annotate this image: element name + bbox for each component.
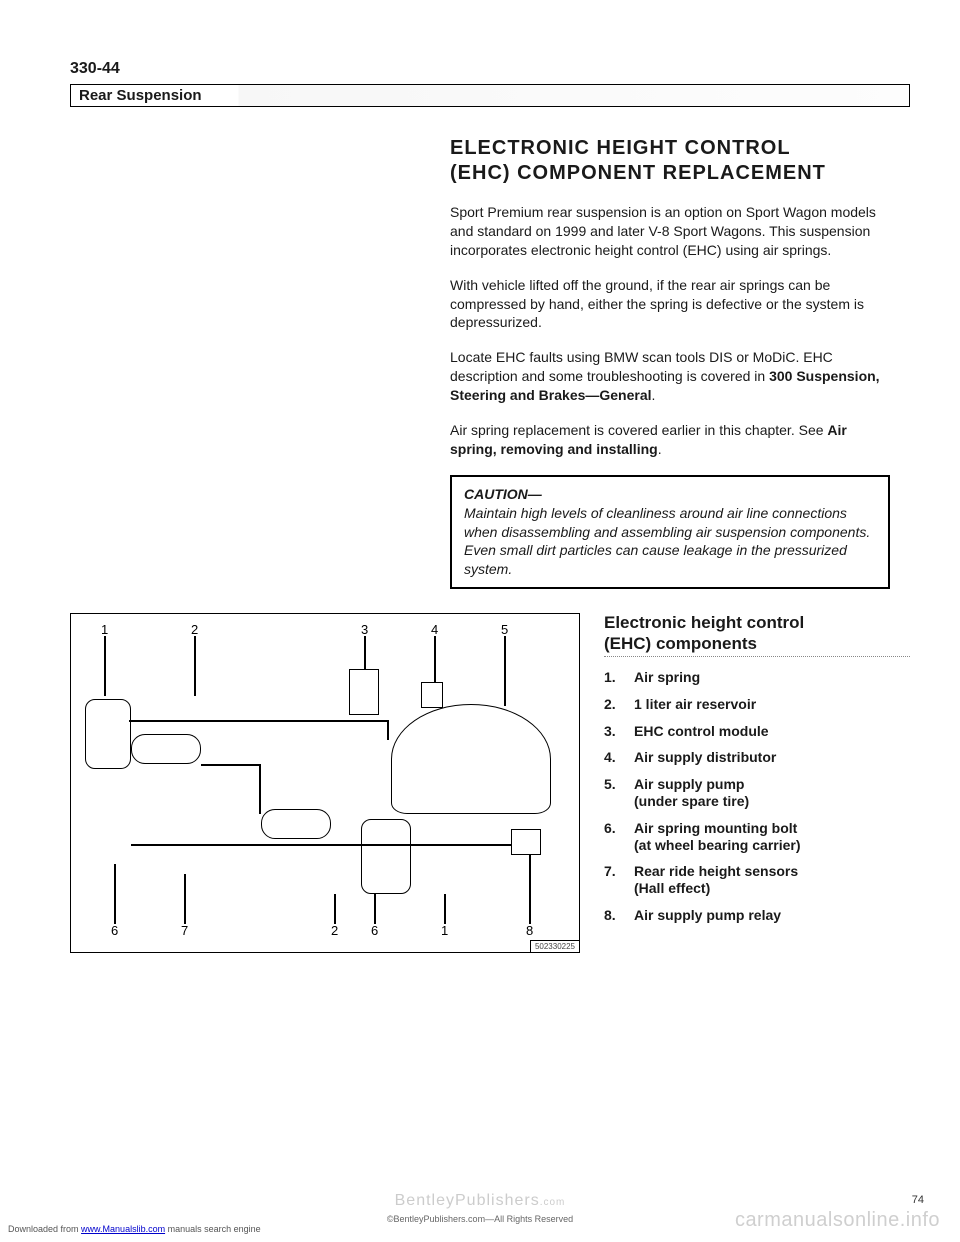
heading-line-2: (EHC) COMPONENT REPLACEMENT	[450, 162, 890, 185]
subhead-line2: (EHC) components	[604, 634, 757, 653]
item-number: 7.	[604, 863, 620, 897]
list-item: 2. 1 liter air reservoir	[604, 696, 910, 713]
caution-body: Maintain high levels of cleanliness arou…	[464, 505, 870, 578]
callout-bot-7: 7	[181, 923, 188, 938]
heading-line-1: ELECTRONIC HEIGHT CONTROL	[450, 137, 890, 160]
list-item: 4. Air supply distributor	[604, 749, 910, 766]
paragraph-2: With vehicle lifted off the ground, if t…	[450, 276, 890, 333]
callout-top-5: 5	[501, 622, 508, 637]
list-item: 8. Air supply pump relay	[604, 907, 910, 924]
callout-top-4: 4	[431, 622, 438, 637]
callout-bot-6: 6	[111, 923, 118, 938]
callout-bot-8: 8	[526, 923, 533, 938]
callout-top-3: 3	[361, 622, 368, 637]
download-link[interactable]: www.Manualslib.com	[81, 1224, 165, 1234]
list-item: 5. Air supply pump(under spare tire)	[604, 776, 910, 810]
list-item: 3. EHC control module	[604, 723, 910, 740]
components-column: Electronic height control (EHC) componen…	[604, 613, 910, 934]
para4-text-a: Air spring replacement is covered earlie…	[450, 422, 827, 438]
paragraph-3: Locate EHC faults using BMW scan tools D…	[450, 348, 890, 405]
lower-section: 1 2 3 4 5 6 7 2 6 1 8	[70, 613, 910, 953]
components-heading: Electronic height control (EHC) componen…	[604, 613, 910, 657]
paragraph-4: Air spring replacement is covered earlie…	[450, 421, 890, 459]
item-text: Air supply distributor	[634, 749, 776, 766]
list-item: 6. Air spring mounting bolt(at wheel bear…	[604, 820, 910, 854]
download-post: manuals search engine	[165, 1224, 261, 1234]
item-number: 3.	[604, 723, 620, 740]
download-line: Downloaded from www.Manualslib.com manua…	[8, 1224, 261, 1234]
main-text-column: ELECTRONIC HEIGHT CONTROL (EHC) COMPONEN…	[450, 137, 890, 589]
item-number: 4.	[604, 749, 620, 766]
section-title-bar: Rear Suspension	[70, 84, 910, 107]
item-text: 1 liter air reservoir	[634, 696, 756, 713]
item-number: 8.	[604, 907, 620, 924]
download-pre: Downloaded from	[8, 1224, 81, 1234]
item-number: 2.	[604, 696, 620, 713]
list-item: 7. Rear ride height sensors(Hall effect)	[604, 863, 910, 897]
item-text: Air supply pump relay	[634, 907, 781, 924]
item-text: Rear ride height sensors	[634, 863, 798, 879]
callout-bot-6b: 6	[371, 923, 378, 938]
item-sub: (Hall effect)	[634, 880, 798, 897]
diagram-id: 502330225	[530, 940, 579, 952]
item-text: Air spring mounting bolt	[634, 820, 797, 836]
ehc-components-diagram: 1 2 3 4 5 6 7 2 6 1 8	[70, 613, 580, 953]
caution-label: CAUTION—	[464, 486, 542, 502]
item-sub: (at wheel bearing carrier)	[634, 837, 801, 854]
item-number: 6.	[604, 820, 620, 854]
paragraph-1: Sport Premium rear suspension is an opti…	[450, 203, 890, 260]
callout-bot-2: 2	[331, 923, 338, 938]
callout-top-2: 2	[191, 622, 198, 637]
page-number: 330-44	[70, 60, 910, 78]
subhead-line1: Electronic height control	[604, 613, 804, 632]
list-item: 1. Air spring	[604, 669, 910, 686]
caution-box: CAUTION— Maintain high levels of cleanli…	[450, 475, 890, 589]
para3-text-c: .	[652, 387, 656, 403]
side-page-number: 74	[912, 1194, 924, 1206]
callout-top-1: 1	[101, 622, 108, 637]
item-sub: (under spare tire)	[634, 793, 749, 810]
callout-bot-1: 1	[441, 923, 448, 938]
watermark: carmanualsonline.info	[735, 1209, 940, 1232]
components-list: 1. Air spring 2. 1 liter air reservoir 3. E…	[604, 669, 910, 924]
item-text: Air spring	[634, 669, 700, 686]
footer-brand: BentleyPublishers.com	[0, 1192, 960, 1210]
item-text: Air supply pump	[634, 776, 744, 792]
para4-text-c: .	[658, 441, 662, 457]
item-number: 1.	[604, 669, 620, 686]
item-text: EHC control module	[634, 723, 769, 740]
item-number: 5.	[604, 776, 620, 810]
